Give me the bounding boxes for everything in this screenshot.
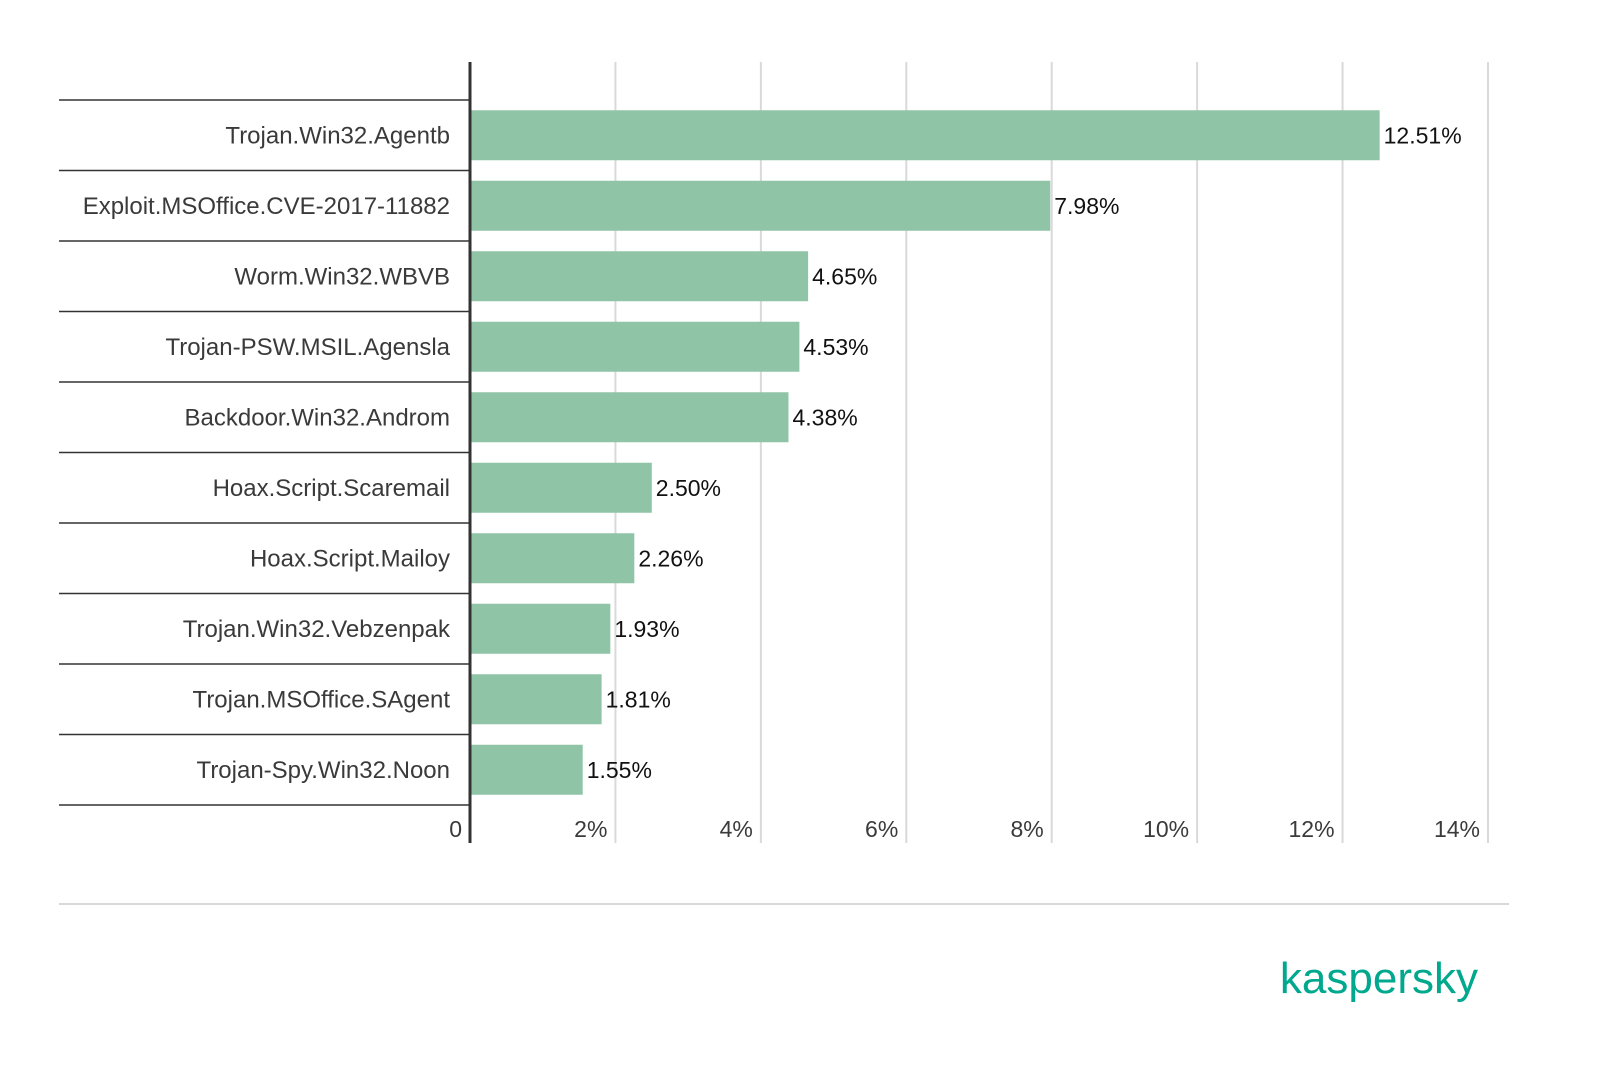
value-label: 2.26% — [638, 545, 703, 571]
bar — [470, 321, 800, 372]
x-tick-label: 8% — [1010, 816, 1043, 842]
x-tick-label: 10% — [1143, 816, 1189, 842]
category-label: Trojan.MSOffice.SAgent — [193, 686, 451, 713]
value-labels: 12.51% 7.98% 4.65% 4.53% 4.38% 2.50% 2.26% 1.93… — [587, 122, 1462, 783]
bar — [470, 674, 602, 725]
bar — [470, 533, 635, 584]
category-label: Backdoor.Win32.Androm — [185, 404, 450, 431]
value-label: 1.81% — [606, 686, 671, 712]
bar — [470, 180, 1051, 231]
bar — [470, 744, 583, 795]
bar — [470, 462, 652, 513]
x-tick-label: 14% — [1434, 816, 1480, 842]
kaspersky-logo: kaspersky — [1280, 954, 1478, 1003]
category-label: Hoax.Script.Mailoy — [250, 545, 450, 572]
category-label: Trojan-Spy.Win32.Noon — [197, 757, 450, 784]
value-label: 7.98% — [1054, 193, 1119, 219]
value-label: 4.53% — [803, 334, 868, 360]
category-label: Trojan.Win32.Vebzenpak — [183, 616, 451, 643]
category-label: Worm.Win32.WBVB — [234, 263, 450, 290]
bar — [470, 603, 611, 654]
bars — [470, 110, 1380, 795]
row-separators — [59, 99, 470, 806]
value-label: 2.50% — [656, 475, 721, 501]
category-label: Exploit.MSOffice.CVE-2017-11882 — [83, 193, 450, 220]
value-label: 1.93% — [614, 616, 679, 642]
category-labels: Trojan.Win32.Agentb Exploit.MSOffice.CVE-… — [83, 122, 451, 784]
bar — [470, 392, 789, 443]
value-label: 1.55% — [587, 757, 652, 783]
bar — [470, 251, 809, 302]
category-label: Trojan.Win32.Agentb — [225, 122, 450, 149]
value-label: 4.65% — [812, 263, 877, 289]
value-label: 4.38% — [792, 404, 857, 430]
category-label: Trojan-PSW.MSIL.Agensla — [165, 334, 450, 361]
x-tick-label: 2% — [574, 816, 607, 842]
x-tick-label: 6% — [865, 816, 898, 842]
x-tick-label: 0 — [449, 816, 462, 842]
x-tick-labels: 0 2% 4% 6% 8% 10% 12% 14% — [449, 816, 1480, 842]
x-tick-label: 4% — [720, 816, 753, 842]
bar — [470, 110, 1380, 161]
value-label: 12.51% — [1384, 122, 1462, 148]
category-label: Hoax.Script.Scaremail — [213, 475, 450, 502]
grid-lines — [614, 62, 1489, 843]
x-tick-label: 12% — [1289, 816, 1335, 842]
